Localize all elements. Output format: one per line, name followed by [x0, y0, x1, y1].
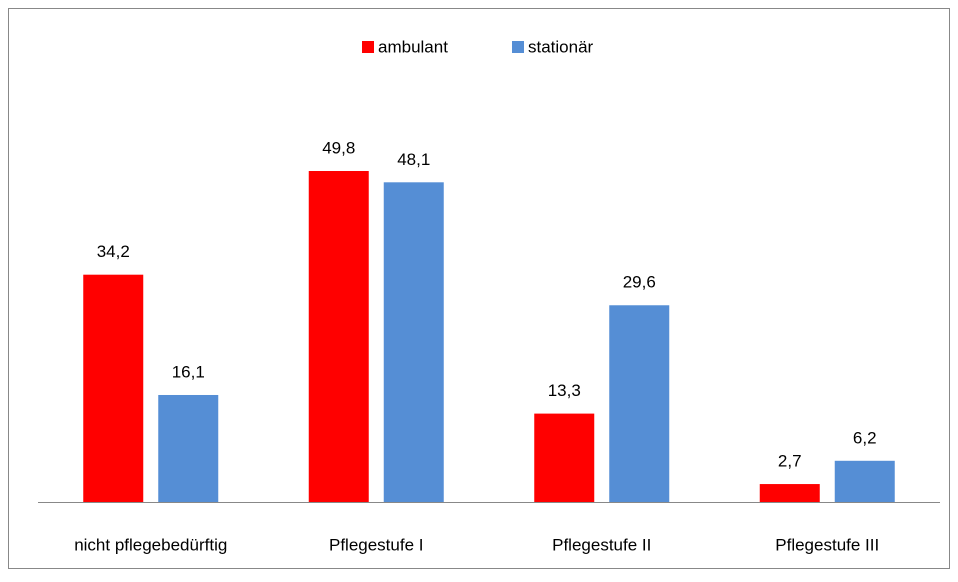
- x-tick-label: nicht pflegebedürftig: [74, 535, 227, 554]
- value-label: 13,3: [548, 381, 581, 400]
- x-tick-label: Pflegestufe I: [329, 535, 424, 554]
- x-tick-label: Pflegestufe III: [775, 535, 879, 554]
- legend-label: stationär: [528, 37, 594, 56]
- bar: [158, 394, 219, 502]
- bar: [383, 182, 444, 502]
- bar: [308, 171, 369, 502]
- value-label: 2,7: [778, 452, 802, 471]
- bar: [534, 413, 595, 502]
- bar: [609, 305, 670, 502]
- bar: [83, 274, 144, 502]
- value-label: 49,8: [322, 138, 355, 157]
- legend-swatch: [362, 41, 374, 53]
- value-label: 34,2: [97, 242, 130, 261]
- x-tick-label: Pflegestufe II: [552, 535, 651, 554]
- value-label: 6,2: [853, 428, 877, 447]
- legend-label: ambulant: [378, 37, 448, 56]
- value-label: 48,1: [397, 150, 430, 169]
- bar: [759, 484, 820, 502]
- value-label: 29,6: [623, 273, 656, 292]
- bar: [834, 460, 895, 502]
- value-label: 16,1: [172, 362, 205, 381]
- legend-swatch: [512, 41, 524, 53]
